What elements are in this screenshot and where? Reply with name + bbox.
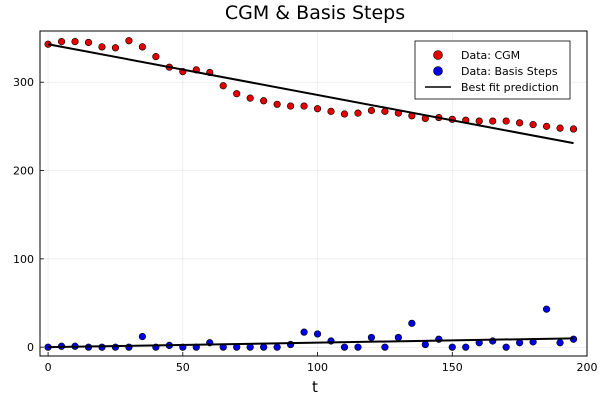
data-point xyxy=(273,343,281,351)
data-point xyxy=(354,109,362,117)
legend-label: Data: CGM xyxy=(461,49,520,62)
plot-frame xyxy=(39,30,588,357)
chart-title: CGM & Basis Steps xyxy=(225,2,405,24)
data-point xyxy=(71,37,79,46)
data-point xyxy=(111,343,120,351)
data-point xyxy=(138,43,146,51)
data-point xyxy=(300,328,308,336)
data-point xyxy=(556,339,564,347)
y-tick-label: 200 xyxy=(13,165,34,178)
data-point xyxy=(300,102,308,110)
series-1 xyxy=(44,305,578,351)
series-2 xyxy=(47,43,574,349)
legend: Data: CGM Data: Basis Steps Best fit predi… xyxy=(414,40,571,100)
data-point xyxy=(84,38,93,47)
x-tick-label: 50 xyxy=(176,361,190,374)
data-point xyxy=(138,332,146,341)
fit-line xyxy=(48,337,574,349)
data-point xyxy=(542,122,551,130)
legend-label: Data: Basis Steps xyxy=(461,65,558,78)
data-point xyxy=(408,319,416,327)
x-tick-label: 200 xyxy=(577,361,598,374)
data-point xyxy=(233,90,241,98)
data-point xyxy=(152,53,160,61)
data-point xyxy=(569,125,578,133)
data-point xyxy=(502,117,510,125)
data-point xyxy=(516,339,524,347)
data-point xyxy=(340,343,349,351)
tick-labels: 0 50 100 150 200 0 100 200 300 xyxy=(13,76,598,374)
data-point xyxy=(111,44,120,52)
data-point xyxy=(286,102,295,110)
series xyxy=(44,37,578,351)
data-point xyxy=(246,343,254,351)
data-point xyxy=(556,124,564,132)
legend-box xyxy=(414,40,571,100)
data-point xyxy=(219,82,227,90)
x-tick-label: 0 xyxy=(45,361,52,374)
data-point xyxy=(327,107,335,115)
legend-label: Best fit prediction xyxy=(461,81,559,94)
y-tick-label: 100 xyxy=(13,253,34,266)
data-point xyxy=(367,106,376,115)
data-point xyxy=(125,37,133,45)
data-point xyxy=(246,94,254,102)
data-point xyxy=(313,105,322,113)
data-point xyxy=(421,340,429,349)
data-point xyxy=(57,37,66,46)
data-point xyxy=(273,100,281,108)
data-point xyxy=(394,333,402,342)
data-point xyxy=(340,110,349,118)
data-point xyxy=(542,305,551,313)
data-point xyxy=(313,330,322,338)
data-point xyxy=(502,343,510,351)
y-tick-label: 300 xyxy=(13,76,34,89)
data-point xyxy=(516,119,524,127)
x-axis-label: t xyxy=(312,378,318,396)
legend-marker xyxy=(433,50,443,60)
legend-marker xyxy=(433,66,443,76)
fit-line xyxy=(47,43,574,145)
y-tick-label: 0 xyxy=(27,341,34,354)
x-tick-label: 150 xyxy=(442,361,463,374)
data-point xyxy=(529,121,537,129)
data-point xyxy=(381,343,389,351)
data-point xyxy=(98,43,106,51)
data-point xyxy=(448,343,456,351)
data-point xyxy=(367,333,376,342)
data-point xyxy=(462,343,470,351)
data-point xyxy=(475,117,483,125)
data-point xyxy=(489,117,497,125)
data-point xyxy=(260,343,268,351)
data-point xyxy=(260,97,268,105)
x-tick-label: 100 xyxy=(307,361,328,374)
data-point xyxy=(354,343,362,351)
